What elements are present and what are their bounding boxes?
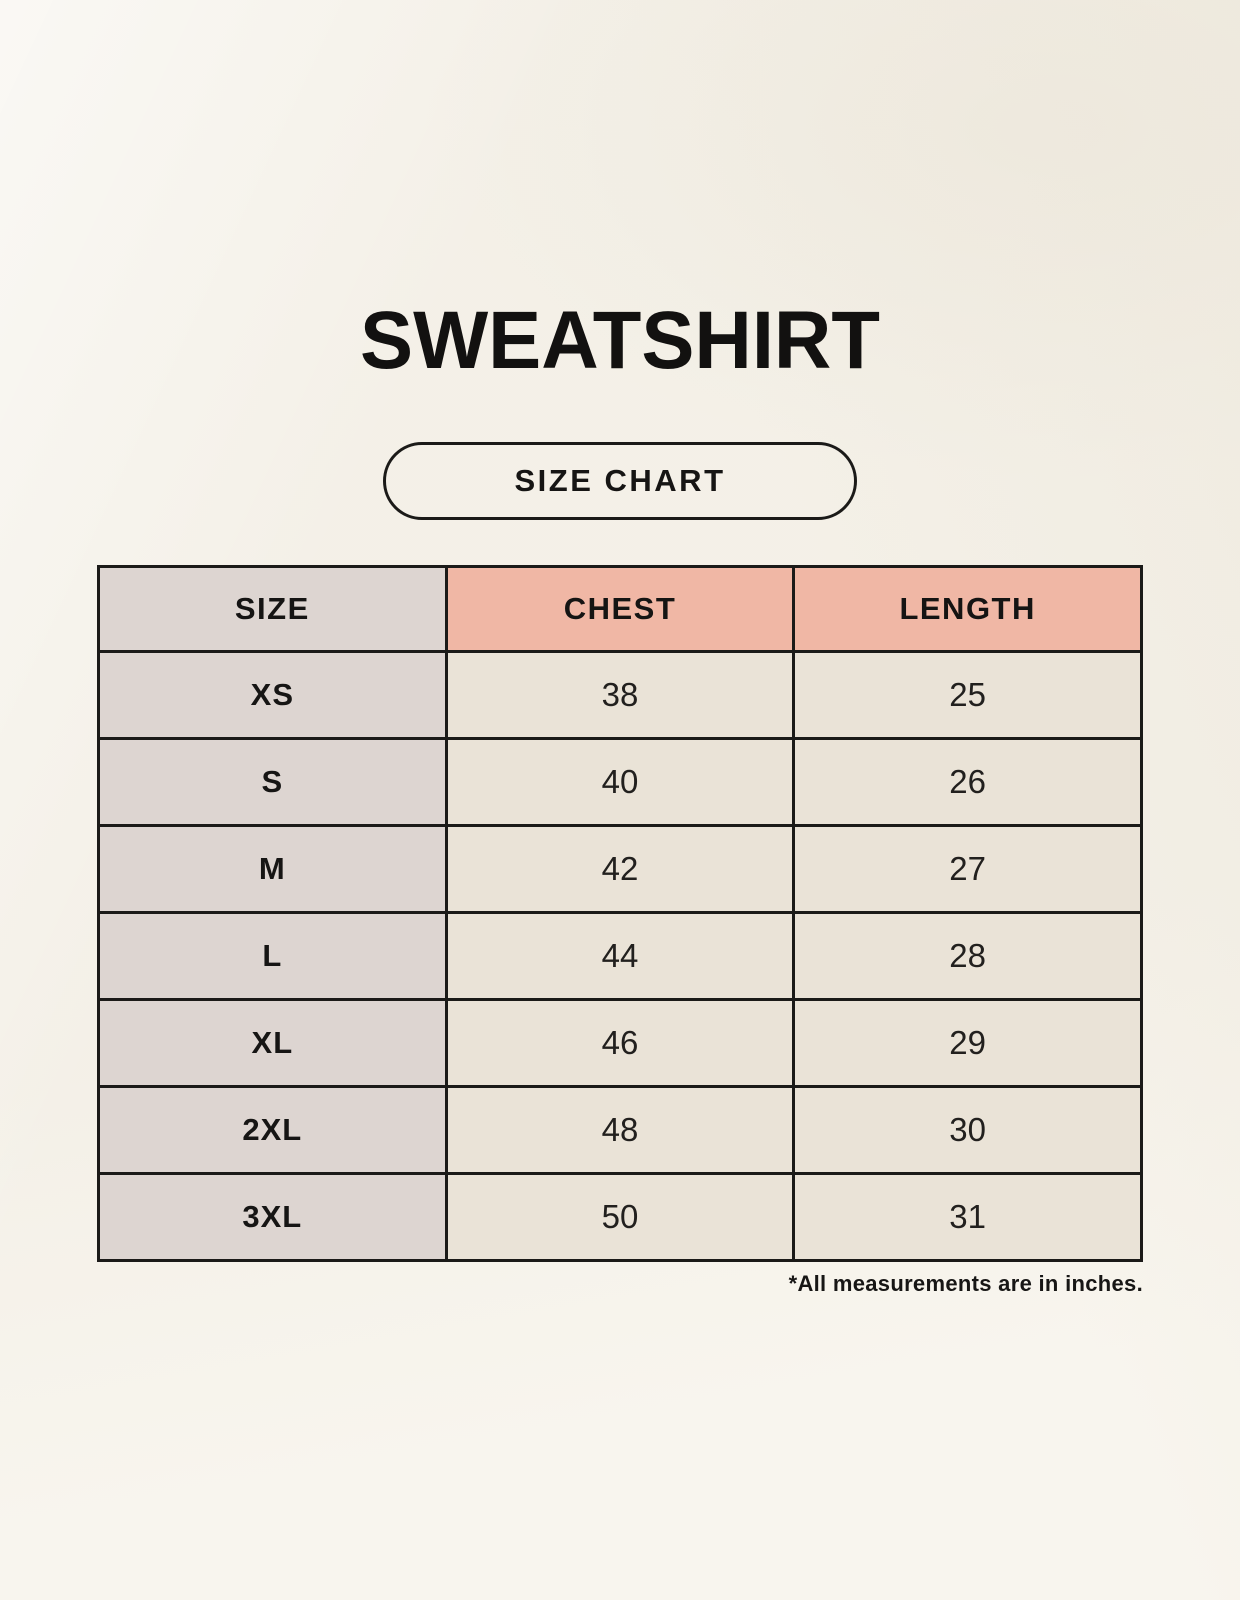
chest-cell: 42 bbox=[444, 824, 796, 914]
chest-cell: 38 bbox=[444, 650, 796, 740]
table-row-m: M 42 27 bbox=[97, 824, 1143, 914]
table-row-xs: XS 38 25 bbox=[97, 650, 1143, 740]
length-cell: 30 bbox=[792, 1085, 1143, 1175]
size-cell: M bbox=[97, 824, 448, 914]
size-chart-badge-label: SIZE CHART bbox=[514, 463, 726, 498]
length-cell: 29 bbox=[792, 998, 1143, 1088]
length-cell: 31 bbox=[792, 1172, 1143, 1262]
table-row-2xl: 2XL 48 30 bbox=[97, 1085, 1143, 1175]
size-table-header: SIZE CHEST LENGTH bbox=[97, 565, 1143, 653]
column-header-length: LENGTH bbox=[792, 565, 1143, 653]
chest-cell: 50 bbox=[444, 1172, 796, 1262]
chest-cell: 46 bbox=[444, 998, 796, 1088]
size-cell: L bbox=[97, 911, 448, 1001]
length-cell: 28 bbox=[792, 911, 1143, 1001]
length-cell: 25 bbox=[792, 650, 1143, 740]
size-table-body: XS 38 25 S 40 26 M 42 27 L 44 28 bbox=[97, 650, 1143, 1262]
chest-cell: 48 bbox=[444, 1085, 796, 1175]
size-cell: XL bbox=[97, 998, 448, 1088]
table-row-3xl: 3XL 50 31 bbox=[97, 1172, 1143, 1262]
column-header-chest: CHEST bbox=[444, 565, 796, 653]
length-cell: 26 bbox=[792, 737, 1143, 827]
size-chart-badge[interactable]: SIZE CHART bbox=[383, 442, 857, 520]
size-cell: XS bbox=[97, 650, 448, 740]
table-row-xl: XL 46 29 bbox=[97, 998, 1143, 1088]
size-table: SIZE CHEST LENGTH XS 38 25 S 40 26 M bbox=[97, 565, 1143, 1262]
chest-cell: 40 bbox=[444, 737, 796, 827]
table-row-l: L 44 28 bbox=[97, 911, 1143, 1001]
size-cell: S bbox=[97, 737, 448, 827]
column-header-size: SIZE bbox=[97, 565, 448, 653]
length-cell: 27 bbox=[792, 824, 1143, 914]
table-row-s: S 40 26 bbox=[97, 737, 1143, 827]
page-title: SWEATSHIRT bbox=[360, 295, 880, 386]
poster-content: SWEATSHIRT SIZE CHART SIZE CHEST LENGTH … bbox=[97, 295, 1143, 1296]
size-cell: 3XL bbox=[97, 1172, 448, 1262]
chest-cell: 44 bbox=[444, 911, 796, 1001]
header-row: SIZE CHEST LENGTH bbox=[97, 565, 1143, 653]
measurements-footnote: *All measurements are in inches. bbox=[788, 1271, 1143, 1296]
size-cell: 2XL bbox=[97, 1085, 448, 1175]
